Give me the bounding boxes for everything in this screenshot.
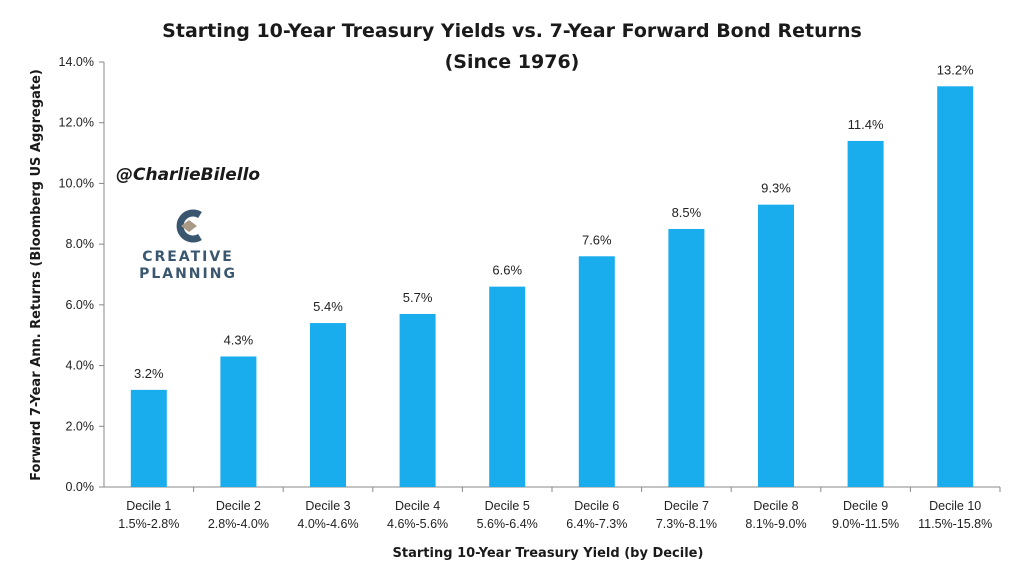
- bar: [399, 313, 436, 487]
- x-category-range: 6.4%-7.3%: [566, 517, 627, 531]
- bar: [758, 204, 794, 487]
- bar: [578, 256, 615, 487]
- bar-value-label: 7.6%: [582, 232, 612, 247]
- y-tick-label: 8.0%: [66, 237, 95, 251]
- bar: [220, 356, 257, 487]
- x-category-label: Decile 9: [843, 499, 888, 513]
- bar-value-label: 6.6%: [492, 263, 522, 278]
- bar-value-label: 5.7%: [403, 290, 433, 305]
- y-tick-label: 6.0%: [66, 298, 95, 312]
- x-category-range: 2.8%-4.0%: [208, 517, 269, 531]
- x-category-range: 11.5%-15.8%: [918, 517, 992, 531]
- x-category-range: 8.1%-9.0%: [745, 517, 806, 531]
- bars: [130, 86, 974, 488]
- logo-line2: PLANNING: [139, 266, 237, 282]
- bar-value-label: 5.4%: [313, 299, 343, 314]
- y-tick-label: 10.0%: [59, 176, 94, 190]
- creative-planning-logo: CREATIVE PLANNING: [139, 209, 237, 282]
- x-category-label: Decile 8: [753, 499, 798, 513]
- x-category-label: Decile 10: [929, 499, 981, 513]
- bar-value-label: 11.4%: [848, 117, 884, 132]
- y-tick-label: 4.0%: [66, 359, 95, 373]
- author-handle: @CharlieBilello: [116, 165, 260, 185]
- x-category-range: 1.5%-2.8%: [118, 517, 179, 531]
- bar-value-label: 8.5%: [672, 205, 702, 220]
- x-category-label: Decile 5: [485, 499, 530, 513]
- x-axis-ticks: Decile 1 1.5%-2.8% Decile 2 2.8%-4.0% Decile…: [118, 487, 1001, 531]
- logo-line1: CREATIVE: [142, 249, 234, 265]
- x-category-label: Decile 7: [664, 499, 709, 513]
- bar: [668, 228, 705, 487]
- bar-value-label: 9.3%: [761, 181, 791, 196]
- x-category-label: Decile 1: [126, 499, 171, 513]
- bar: [310, 323, 346, 487]
- chart-subtitle: (Since 1976): [445, 51, 580, 73]
- bar-value-label: 4.3%: [224, 332, 254, 347]
- bar-value-label: 13.2%: [937, 62, 974, 77]
- y-tick-label: 0.0%: [66, 480, 95, 494]
- x-category-label: Decile 2: [216, 499, 261, 513]
- bar: [489, 286, 526, 487]
- x-category-range: 4.0%-4.6%: [297, 517, 358, 531]
- bar: [847, 140, 884, 487]
- chart-title: Starting 10-Year Treasury Yields vs. 7-Y…: [162, 20, 862, 42]
- bar-value-label: 3.2%: [134, 366, 164, 381]
- x-category-range: 5.6%-6.4%: [477, 517, 538, 531]
- x-category-range: 7.3%-8.1%: [656, 517, 717, 531]
- bar: [130, 389, 167, 487]
- x-category-label: Decile 3: [305, 499, 350, 513]
- y-tick-label: 12.0%: [59, 116, 94, 130]
- x-category-label: Decile 4: [395, 499, 440, 513]
- x-category-label: Decile 6: [574, 499, 619, 513]
- y-tick-label: 2.0%: [66, 419, 95, 433]
- x-category-range: 9.0%-11.5%: [832, 517, 899, 531]
- y-axis-ticks: 0.0% 2.0% 4.0% 6.0% 8.0% 10.0% 12.0% 14.0%: [59, 55, 104, 494]
- x-axis-title: Starting 10-Year Treasury Yield (by Deci…: [393, 546, 704, 561]
- data-labels: 3.2% 4.3% 5.4% 5.7% 6.6% 7.6% 8.5% 9.3% 11.4% 13.…: [134, 62, 974, 381]
- logo-mark-icon: [176, 209, 202, 243]
- x-category-range: 4.6%-5.6%: [387, 517, 448, 531]
- y-axis-title: Forward 7-Year Ann. Returns (Bloomberg U…: [29, 69, 44, 481]
- bar: [937, 86, 974, 488]
- y-tick-label: 14.0%: [59, 55, 94, 69]
